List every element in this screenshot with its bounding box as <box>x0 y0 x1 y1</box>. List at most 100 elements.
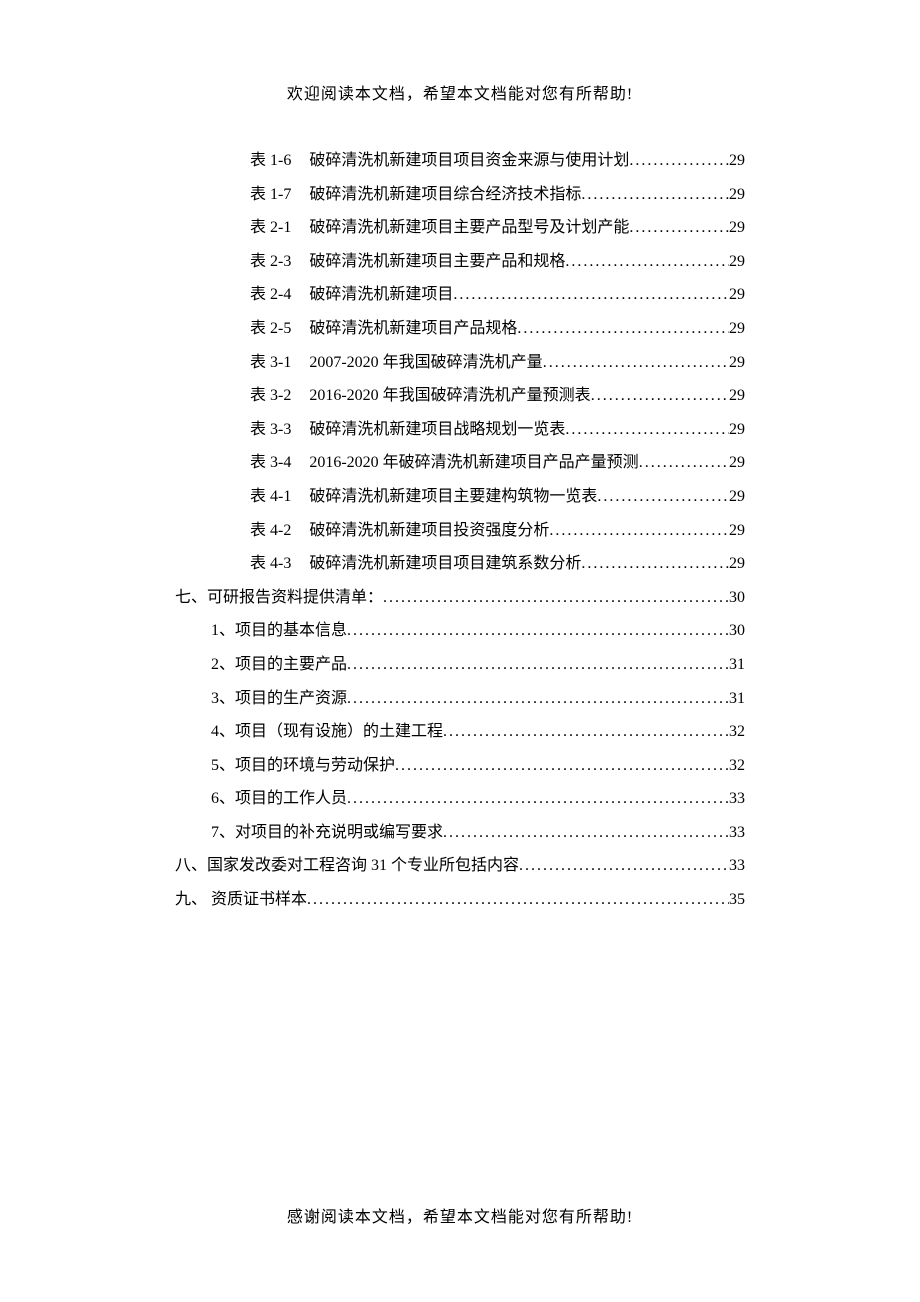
toc-page: 33 <box>729 816 745 850</box>
toc-page: 29 <box>729 413 745 447</box>
toc-title: 3、项目的生产资源 <box>211 682 347 716</box>
toc-page: 29 <box>729 245 745 279</box>
toc-leader <box>347 682 729 716</box>
toc-page: 30 <box>729 614 745 648</box>
toc-leader <box>347 648 729 682</box>
toc-label: 表 2-5 <box>250 312 291 346</box>
toc-leader <box>543 346 729 380</box>
toc-label: 表 1-7 <box>250 178 291 212</box>
toc-title: 7、对项目的补充说明或编写要求 <box>211 816 443 850</box>
toc-page: 29 <box>729 446 745 480</box>
toc-page: 31 <box>729 682 745 716</box>
toc-leader <box>347 782 729 816</box>
toc-leader <box>307 883 729 917</box>
toc-entry: 表 1-6 破碎清洗机新建项目项目资金来源与使用计划 29 <box>175 144 745 178</box>
toc-label: 表 2-3 <box>250 245 291 279</box>
toc-leader <box>453 278 729 312</box>
toc-leader <box>443 816 729 850</box>
toc-title: 破碎清洗机新建项目主要产品型号及计划产能 <box>309 211 629 245</box>
toc-leader <box>519 849 729 883</box>
footer-note: 感谢阅读本文档，希望本文档能对您有所帮助! <box>0 1203 920 1227</box>
toc-leader <box>347 614 729 648</box>
toc-page: 31 <box>729 648 745 682</box>
document-page: 欢迎阅读本文档，希望本文档能对您有所帮助! 表 1-6 破碎清洗机新建项目项目资… <box>0 0 920 917</box>
toc-entry: 表 4-1 破碎清洗机新建项目主要建构筑物一览表 29 <box>175 480 745 514</box>
table-of-contents: 表 1-6 破碎清洗机新建项目项目资金来源与使用计划 29 表 1-7 破碎清洗… <box>175 144 745 917</box>
toc-leader <box>565 413 729 447</box>
toc-page: 29 <box>729 144 745 178</box>
toc-leader <box>581 547 729 581</box>
toc-page: 35 <box>729 883 745 917</box>
toc-title: 破碎清洗机新建项目综合经济技术指标 <box>309 178 581 212</box>
toc-title: 5、项目的环境与劳动保护 <box>211 749 395 783</box>
toc-label: 表 1-6 <box>250 144 291 178</box>
toc-label: 表 4-2 <box>250 514 291 548</box>
toc-entry: 表 2-5 破碎清洗机新建项目产品规格 29 <box>175 312 745 346</box>
toc-title: 八、国家发改委对工程咨询 31 个专业所包括内容 <box>175 849 519 883</box>
toc-section-heading: 八、国家发改委对工程咨询 31 个专业所包括内容 33 <box>175 849 745 883</box>
toc-title: 2、项目的主要产品 <box>211 648 347 682</box>
toc-leader <box>581 178 729 212</box>
toc-label: 表 3-4 <box>250 446 291 480</box>
toc-page: 29 <box>729 211 745 245</box>
toc-entry: 表 2-1 破碎清洗机新建项目主要产品型号及计划产能 29 <box>175 211 745 245</box>
toc-page: 29 <box>729 547 745 581</box>
toc-label: 表 4-3 <box>250 547 291 581</box>
toc-label: 表 2-4 <box>250 278 291 312</box>
toc-leader <box>629 211 729 245</box>
toc-page: 29 <box>729 480 745 514</box>
toc-leader <box>443 715 729 749</box>
toc-page: 29 <box>729 312 745 346</box>
toc-entry: 表 1-7 破碎清洗机新建项目综合经济技术指标 29 <box>175 178 745 212</box>
toc-title: 1、项目的基本信息 <box>211 614 347 648</box>
toc-leader <box>549 514 729 548</box>
toc-title: 破碎清洗机新建项目项目资金来源与使用计划 <box>309 144 629 178</box>
toc-section-heading: 七、可研报告资料提供清单： 30 <box>175 581 745 615</box>
toc-page: 29 <box>729 346 745 380</box>
toc-entry: 表 4-3 破碎清洗机新建项目项目建筑系数分析 29 <box>175 547 745 581</box>
toc-entry: 2、项目的主要产品 31 <box>175 648 745 682</box>
toc-label: 表 3-2 <box>250 379 291 413</box>
toc-leader <box>395 749 729 783</box>
toc-title: 2016-2020 年我国破碎清洗机产量预测表 <box>309 379 590 413</box>
toc-entry: 表 3-4 2016-2020 年破碎清洗机新建项目产品产量预测 29 <box>175 446 745 480</box>
toc-label: 表 4-1 <box>250 480 291 514</box>
toc-title: 破碎清洗机新建项目产品规格 <box>309 312 517 346</box>
toc-entry: 表 3-1 2007-2020 年我国破碎清洗机产量 29 <box>175 346 745 380</box>
toc-title: 破碎清洗机新建项目战略规划一览表 <box>309 413 565 447</box>
toc-entry: 6、项目的工作人员 33 <box>175 782 745 816</box>
toc-title: 破碎清洗机新建项目主要建构筑物一览表 <box>309 480 597 514</box>
toc-title: 6、项目的工作人员 <box>211 782 347 816</box>
toc-page: 30 <box>729 581 745 615</box>
toc-page: 32 <box>729 749 745 783</box>
toc-label: 表 2-1 <box>250 211 291 245</box>
toc-leader <box>597 480 729 514</box>
toc-label: 表 3-1 <box>250 346 291 380</box>
toc-page: 29 <box>729 514 745 548</box>
toc-entry: 表 2-3 破碎清洗机新建项目主要产品和规格 29 <box>175 245 745 279</box>
toc-page: 33 <box>729 849 745 883</box>
toc-label: 表 3-3 <box>250 413 291 447</box>
toc-entry: 表 3-3 破碎清洗机新建项目战略规划一览表 29 <box>175 413 745 447</box>
toc-page: 29 <box>729 178 745 212</box>
toc-entry: 3、项目的生产资源 31 <box>175 682 745 716</box>
toc-title: 破碎清洗机新建项目主要产品和规格 <box>309 245 565 279</box>
toc-title: 破碎清洗机新建项目项目建筑系数分析 <box>309 547 581 581</box>
toc-leader <box>565 245 729 279</box>
toc-title: 2016-2020 年破碎清洗机新建项目产品产量预测 <box>309 446 638 480</box>
toc-page: 33 <box>729 782 745 816</box>
toc-title: 九、 资质证书样本 <box>175 883 307 917</box>
toc-page: 29 <box>729 379 745 413</box>
toc-entry: 表 2-4 破碎清洗机新建项目 29 <box>175 278 745 312</box>
toc-page: 32 <box>729 715 745 749</box>
toc-page: 29 <box>729 278 745 312</box>
header-note: 欢迎阅读本文档，希望本文档能对您有所帮助! <box>175 80 745 104</box>
toc-title: 破碎清洗机新建项目 <box>309 278 453 312</box>
toc-entry: 表 4-2 破碎清洗机新建项目投资强度分析 29 <box>175 514 745 548</box>
toc-title: 2007-2020 年我国破碎清洗机产量 <box>309 346 542 380</box>
toc-leader <box>639 446 729 480</box>
toc-title: 破碎清洗机新建项目投资强度分析 <box>309 514 549 548</box>
toc-leader <box>591 379 729 413</box>
toc-leader <box>383 581 729 615</box>
toc-entry: 5、项目的环境与劳动保护 32 <box>175 749 745 783</box>
